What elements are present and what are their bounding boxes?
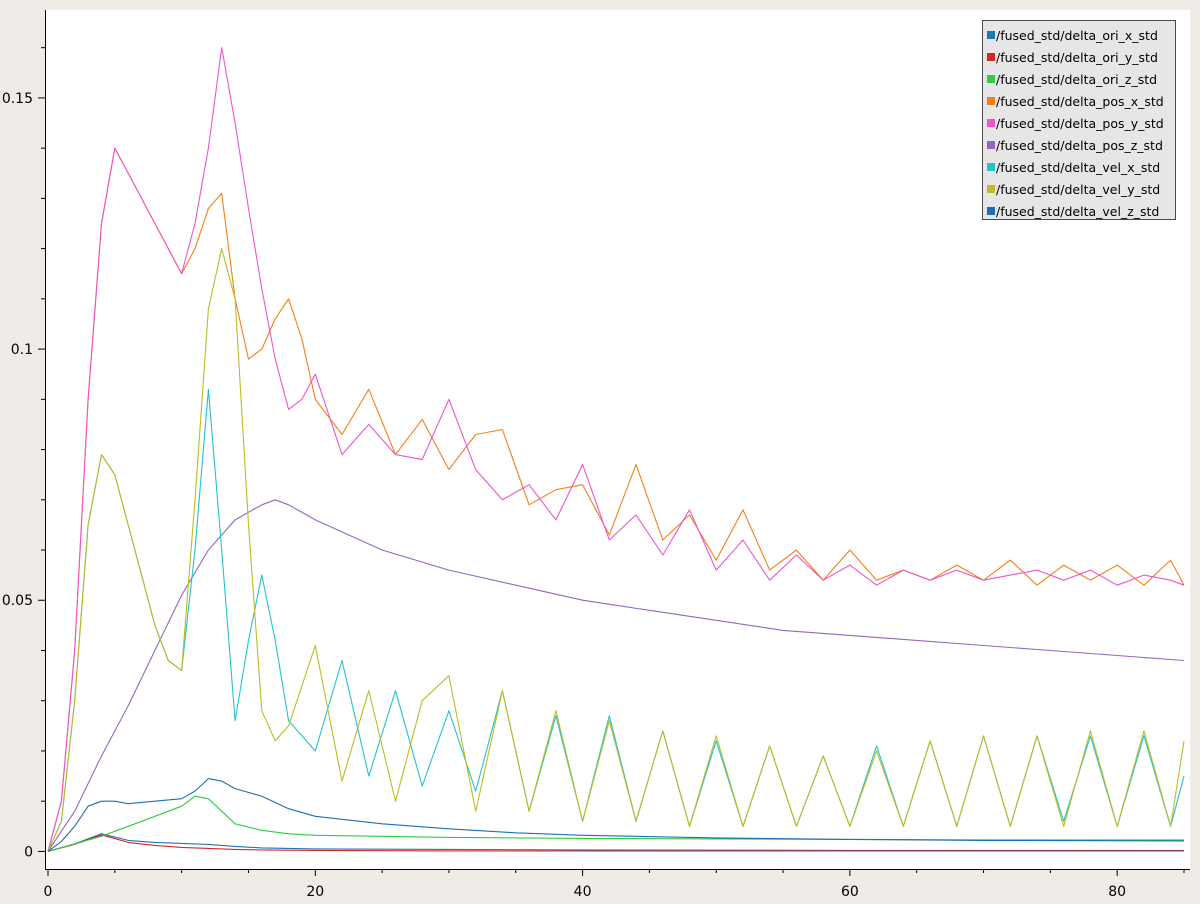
y-tick-label-0: 0	[24, 844, 33, 860]
legend-item-4: /fused_std/delta_pos_y_std	[983, 112, 1175, 134]
y-tick-label-3: 0.15	[2, 91, 33, 107]
series-line-5	[47, 499, 1185, 852]
series-line-7	[47, 248, 1185, 852]
legend-swatch-3	[987, 97, 995, 105]
x-tick-label-1: 20	[306, 884, 324, 900]
tick-layer: 0 20 40 60 80 0 0.05 0.1 0.15	[2, 47, 1185, 900]
legend-label-6: /fused_std/delta_vel_x_std	[996, 159, 1161, 175]
x-tick-label-0: 0	[44, 884, 53, 900]
legend-item-5: /fused_std/delta_pos_z_std	[983, 134, 1175, 156]
legend-swatch-1	[987, 53, 995, 61]
legend-label-8: /fused_std/delta_vel_z_std	[996, 203, 1160, 219]
legend-swatch-6	[987, 163, 995, 171]
series-line-8	[47, 778, 1185, 852]
legend-item-8: /fused_std/delta_vel_z_std	[983, 200, 1175, 222]
legend-label-5: /fused_std/delta_pos_z_std	[996, 137, 1163, 153]
legend-swatch-5	[987, 141, 995, 149]
legend-item-3: /fused_std/delta_pos_x_std	[983, 90, 1175, 112]
legend: /fused_std/delta_ori_x_std/fused_std/del…	[982, 20, 1176, 220]
y-tick-label-1: 0.05	[2, 593, 33, 609]
legend-label-7: /fused_std/delta_vel_y_std	[996, 181, 1161, 197]
legend-label-3: /fused_std/delta_pos_x_std	[996, 93, 1164, 109]
legend-label-4: /fused_std/delta_pos_y_std	[996, 115, 1164, 131]
legend-swatch-4	[987, 119, 995, 127]
series-line-4	[47, 47, 1185, 852]
legend-swatch-7	[987, 185, 995, 193]
legend-swatch-2	[987, 75, 995, 83]
x-tick-label-3: 60	[841, 884, 859, 900]
series-line-1	[47, 834, 1184, 852]
legend-item-2: /fused_std/delta_ori_z_std	[983, 68, 1175, 90]
series-line-2	[47, 795, 1184, 852]
legend-item-1: /fused_std/delta_ori_y_std	[983, 46, 1175, 68]
legend-label-1: /fused_std/delta_ori_y_std	[996, 49, 1158, 65]
legend-label-2: /fused_std/delta_ori_z_std	[996, 71, 1158, 87]
legend-item-6: /fused_std/delta_vel_x_std	[983, 156, 1175, 178]
legend-swatch-8	[987, 207, 995, 215]
legend-label-0: /fused_std/delta_ori_x_std	[996, 27, 1158, 43]
y-tick-label-2: 0.1	[11, 342, 33, 358]
x-tick-label-2: 40	[574, 884, 592, 900]
legend-swatch-0	[987, 31, 995, 39]
x-tick-label-4: 80	[1108, 884, 1126, 900]
legend-item-0: /fused_std/delta_ori_x_std	[983, 24, 1175, 46]
legend-item-7: /fused_std/delta_vel_y_std	[983, 178, 1175, 200]
series-layer	[47, 47, 1185, 852]
